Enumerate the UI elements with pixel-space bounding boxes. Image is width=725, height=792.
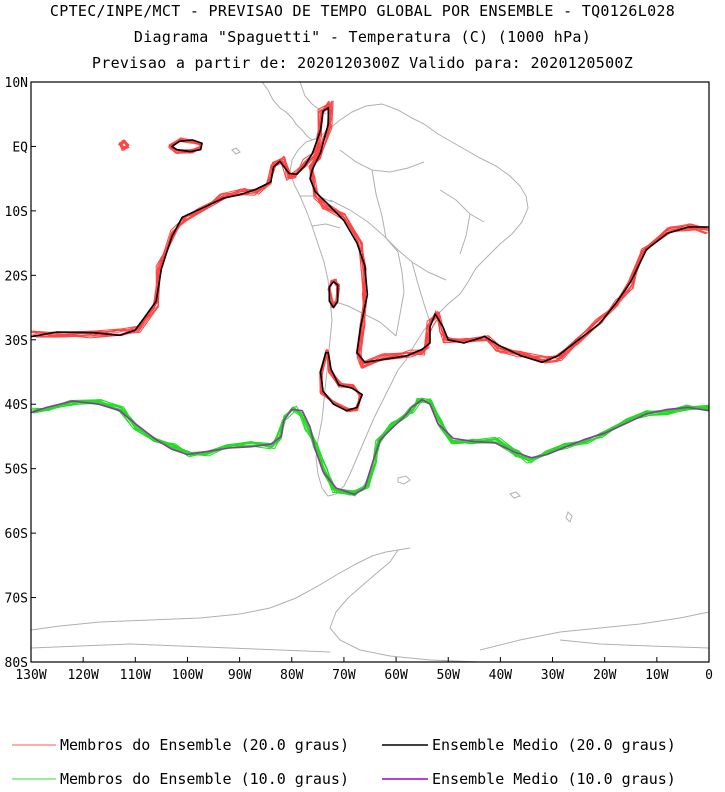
legend: Membros do Ensemble (20.0 graus) Ensembl… — [12, 736, 676, 788]
lon-tick-label: 100W — [172, 668, 203, 683]
isotherm-20-members — [31, 100, 709, 413]
lon-tick-label: 0 — [705, 668, 713, 683]
legend-label-mean-10: Ensemble Medio (10.0 graus) — [432, 770, 676, 788]
isotherm-10-members — [31, 397, 709, 497]
lat-tick-label: EQ — [12, 140, 28, 155]
member-10-line — [35, 398, 709, 493]
member-10-line — [32, 400, 709, 492]
lon-tick-label: 110W — [120, 668, 151, 683]
lon-tick-label: 90W — [228, 668, 252, 683]
lat-tick-label: 50S — [5, 463, 28, 478]
lon-tick-label: 70W — [332, 668, 356, 683]
legend-label-member-10: Membros do Ensemble (10.0 graus) — [60, 770, 349, 788]
member-20-line — [34, 100, 709, 363]
member-10-line — [33, 399, 709, 495]
isotherm-10-mean — [31, 398, 709, 496]
member-10-line — [32, 400, 709, 495]
member-20-line — [34, 101, 706, 365]
lat-tick-label: 60S — [5, 527, 28, 542]
member-10-line — [31, 397, 708, 492]
latitude-axis: 10N EQ 10S 20S 30S 40S 50S 60S 70S 80S — [5, 76, 36, 671]
lon-tick-label: 30W — [541, 668, 565, 683]
legend-label-mean-20: Ensemble Medio (20.0 graus) — [432, 736, 676, 754]
mean-20-line — [171, 139, 203, 153]
lon-tick-label: 130W — [15, 668, 46, 683]
lon-tick-label: 80W — [280, 668, 304, 683]
lat-tick-label: 80S — [5, 656, 28, 671]
title-line-3: Previsao a partir de: 2020120300Z Valido… — [91, 54, 634, 72]
longitude-axis: 130W 120W 110W 100W 90W 80W 70W 60W 50W 40W 30W 20W… — [15, 657, 713, 683]
member-10-line — [35, 399, 709, 496]
isotherm-20-mean — [31, 107, 709, 412]
member-20-line — [35, 106, 707, 366]
lon-tick-label: 120W — [67, 668, 98, 683]
member-20-line — [31, 104, 707, 365]
member-20-line — [320, 350, 362, 411]
lon-tick-label: 20W — [593, 668, 617, 683]
member-20-line — [34, 100, 709, 364]
mean-10-line — [31, 398, 709, 496]
lat-tick-label: 10N — [5, 76, 28, 91]
member-10-line — [33, 399, 709, 494]
member-20-line — [31, 102, 706, 364]
lat-tick-label: 20S — [5, 269, 28, 284]
title-line-1: CPTEC/INPE/MCT - PREVISAO DE TEMPO GLOBA… — [49, 2, 676, 20]
lat-tick-label: 10S — [5, 205, 28, 220]
lat-tick-label: 70S — [5, 592, 28, 607]
coastlines — [31, 82, 709, 662]
lat-tick-label: 30S — [5, 334, 28, 349]
lon-tick-label: 10W — [645, 668, 669, 683]
mean-20-line — [328, 281, 339, 309]
member-20-line — [319, 350, 360, 411]
member-20-line — [120, 141, 128, 151]
lon-tick-label: 60W — [384, 668, 408, 683]
legend-label-member-20: Membros do Ensemble (20.0 graus) — [60, 736, 349, 754]
mean-20-line — [31, 107, 709, 364]
title-line-2: Diagrama "Spaguetti" - Temperatura (C) (… — [133, 28, 592, 46]
lon-tick-label: 40W — [489, 668, 513, 683]
lat-tick-label: 40S — [5, 398, 28, 413]
lon-tick-label: 50W — [436, 668, 460, 683]
mean-20-line — [319, 351, 363, 412]
member-10-line — [33, 399, 709, 493]
plot-frame — [30, 81, 710, 663]
